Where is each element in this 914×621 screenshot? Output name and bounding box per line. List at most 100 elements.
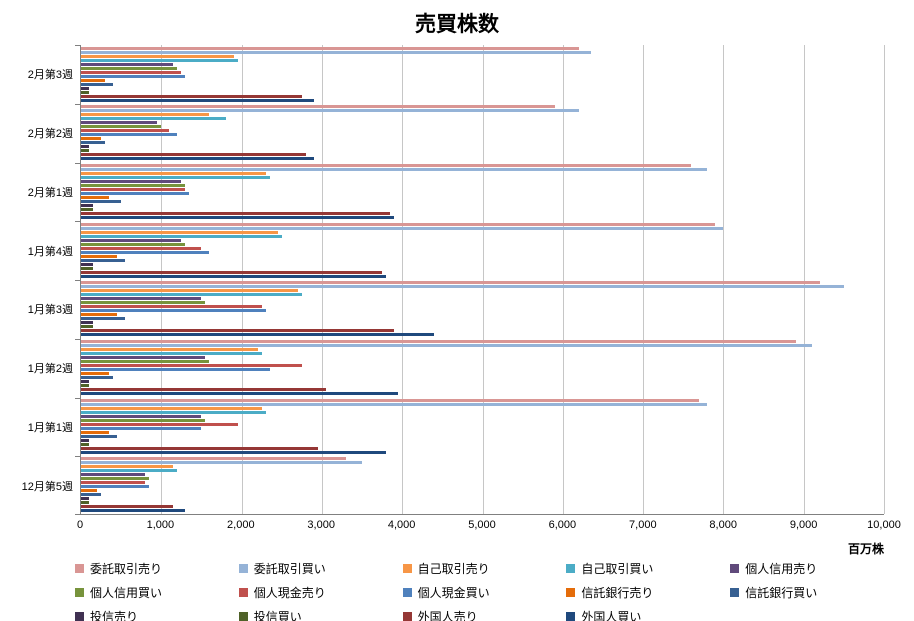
legend-swatch [238, 588, 248, 597]
bar [81, 402, 708, 406]
bar [81, 246, 202, 250]
gridline [161, 45, 163, 514]
y-axis-tick [75, 514, 80, 515]
bar [81, 375, 114, 379]
legend-item: 委託取引買い [238, 560, 399, 577]
bar [81, 66, 178, 70]
bar [81, 305, 262, 309]
y-axis-tick [75, 162, 80, 164]
legend-swatch [402, 588, 412, 597]
bar [81, 363, 302, 367]
legend-label: 投信買い [253, 610, 302, 621]
bar [81, 333, 435, 337]
bar [81, 230, 278, 234]
legend-label: 個人信用買い [90, 586, 163, 600]
bar [81, 313, 118, 317]
legend-label: 信託銀行売り [581, 586, 654, 600]
bar [81, 501, 90, 505]
legend-swatch [238, 612, 248, 621]
bar [81, 289, 298, 293]
bar [81, 301, 206, 305]
bar [81, 94, 302, 98]
legend-swatch [402, 612, 412, 621]
bar [81, 226, 724, 230]
bar [81, 204, 94, 208]
bar [81, 46, 579, 50]
bar [81, 430, 110, 434]
bar [81, 438, 90, 442]
bar [81, 457, 346, 461]
bar [81, 422, 238, 426]
legend-label: 外国人売り [417, 610, 478, 621]
bar-group [81, 45, 884, 104]
legend-swatch [75, 564, 84, 573]
legend-label: 自己取引買い [581, 562, 654, 576]
x-axis-label: 1,000 [146, 519, 175, 531]
bar-group [81, 338, 884, 397]
y-axis-label: 1月第3週 [27, 304, 73, 317]
bar [81, 406, 262, 410]
bar [81, 212, 391, 216]
bar [81, 477, 150, 481]
y-axis-tick [75, 103, 80, 105]
legend-swatch [566, 564, 576, 573]
bar [81, 86, 90, 90]
bar [81, 469, 178, 473]
legend-swatch [730, 588, 740, 597]
bar [81, 325, 94, 329]
bar [81, 129, 170, 133]
bar [81, 70, 182, 74]
unit-label: 百万株 [847, 542, 884, 556]
bar [81, 317, 126, 321]
bar [81, 262, 94, 266]
bar [81, 434, 118, 438]
y-axis-label: 2月第1週 [27, 186, 73, 199]
bar [81, 117, 226, 121]
legend-swatch [566, 588, 576, 597]
bar [81, 383, 90, 387]
bar [81, 355, 206, 359]
bar [81, 266, 94, 270]
bar [81, 285, 844, 289]
bar-group [81, 397, 884, 456]
bar [81, 141, 106, 145]
x-axis-label: 7,000 [629, 519, 657, 531]
legend-swatch [566, 612, 576, 621]
bar [81, 234, 282, 238]
legend-swatch [75, 588, 84, 597]
bar [81, 321, 94, 325]
bar [81, 497, 90, 501]
x-axis-label: 3,000 [307, 519, 335, 531]
bar [81, 493, 102, 497]
y-axis-label: 2月第3週 [27, 69, 73, 82]
gridline [643, 45, 645, 514]
legend-item: 個人現金買い [402, 584, 563, 601]
bar [81, 172, 266, 176]
x-axis-label: 10,000 [867, 519, 901, 531]
bar [81, 133, 178, 137]
bar [81, 125, 162, 129]
bar [81, 450, 387, 454]
legend-item: 個人信用売り [730, 560, 890, 577]
x-axis-label: 5,000 [468, 519, 496, 531]
bar [81, 414, 202, 418]
bar-group [81, 280, 884, 339]
bar [81, 446, 318, 450]
x-axis-label: 2,000 [227, 519, 255, 531]
bar [81, 442, 90, 446]
bar [81, 74, 186, 78]
bar [81, 222, 716, 226]
bar [81, 347, 258, 351]
legend-label: 個人現金売り [253, 586, 326, 600]
legend-label: 外国人買い [581, 610, 642, 621]
bar-group [81, 104, 884, 163]
bar [81, 164, 692, 168]
gridline [402, 45, 404, 514]
bar [81, 157, 314, 161]
x-axis: 0 1,000 2,000 3,000 4,000 5,000 6,000 7,000 8,00… [77, 519, 901, 535]
bar [81, 196, 110, 200]
legend-label: 信託銀行買い [745, 586, 818, 600]
legend-item: 信託銀行売り [566, 584, 726, 601]
bar [81, 505, 174, 509]
legend-item: 自己取引売り [402, 560, 563, 577]
